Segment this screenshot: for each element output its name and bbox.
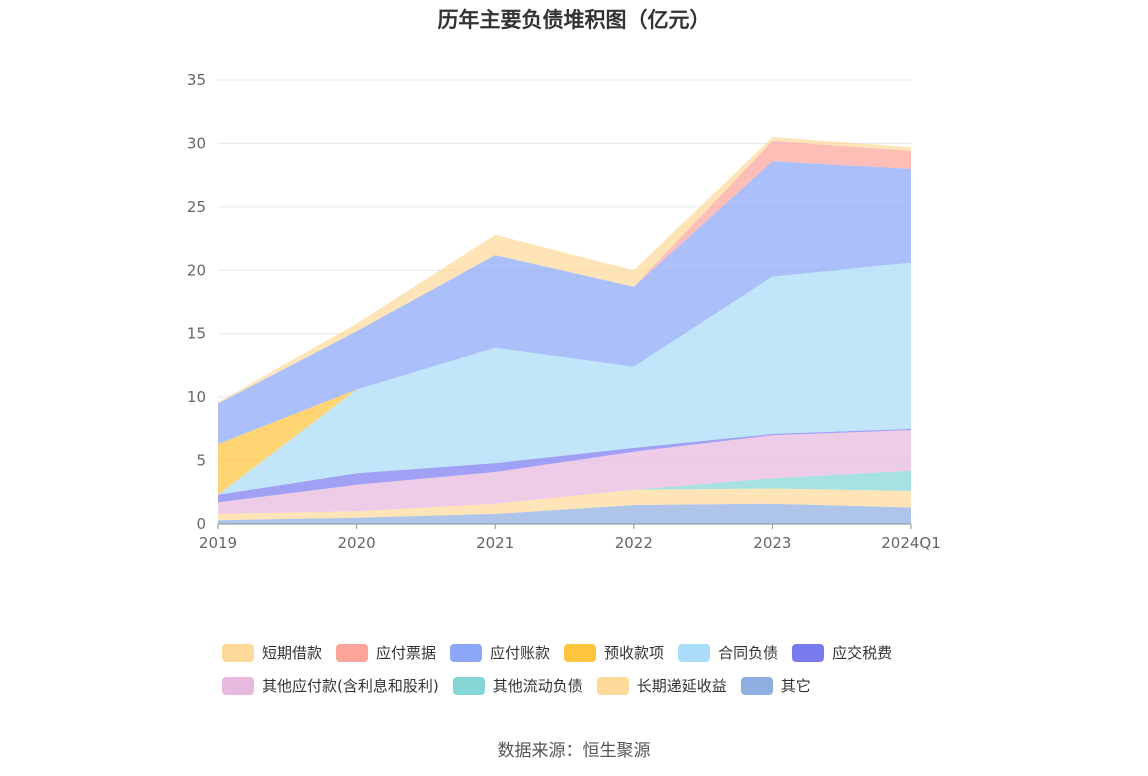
- area-series-1: [218, 488, 911, 521]
- y-tick-label: 10: [187, 388, 206, 406]
- area-series-5: [218, 262, 911, 495]
- source-note: 数据来源：恒生聚源: [497, 741, 651, 761]
- x-tick-label: 2022: [615, 534, 653, 552]
- legend-item[interactable]: 其他应付款(含利息和股利): [222, 675, 439, 696]
- stacked-area-chart: 0 5 10 15 20 25 30 35 2019 2020 2021 2022 2023 2024Q1: [187, 71, 941, 552]
- legend-label: 合同负债: [718, 644, 779, 662]
- area-series: [218, 137, 911, 524]
- area-series-9: [218, 137, 911, 404]
- y-tick-label: 35: [187, 71, 206, 89]
- legend-label: 其他流动负债: [492, 677, 583, 695]
- legend-swatch: [740, 676, 773, 695]
- legend-item[interactable]: 应付账款: [450, 642, 550, 663]
- legend-item[interactable]: 预收款项: [564, 642, 664, 663]
- legend-swatch: [678, 643, 711, 662]
- area-series-0: [218, 503, 911, 524]
- legend-label: 预收款项: [604, 644, 665, 662]
- x-tick-label: 2023: [753, 534, 791, 552]
- legend-item[interactable]: 长期递延收益: [596, 675, 727, 696]
- legend-swatch: [564, 643, 597, 662]
- x-tick-label: 2024Q1: [881, 534, 941, 552]
- x-tick-label: 2020: [338, 534, 376, 552]
- legend-swatch: [222, 643, 254, 662]
- legend-label: 长期递延收益: [636, 677, 727, 695]
- legend-item[interactable]: 其他流动负债: [452, 675, 583, 696]
- chart-title: 历年主要负债堆积图（亿元）: [437, 8, 711, 32]
- legend-item[interactable]: 应付票据: [336, 642, 436, 663]
- area-series-2: [218, 470, 911, 514]
- legend-label: 应交税费: [832, 644, 893, 662]
- x-tick-label: 2021: [476, 534, 514, 552]
- y-tick-label: 5: [196, 452, 206, 470]
- legend-item[interactable]: 短期借款: [222, 642, 322, 663]
- area-series-7: [218, 161, 911, 445]
- legend-item[interactable]: 应交税费: [792, 642, 892, 663]
- legend-swatch: [450, 643, 483, 662]
- legend-swatch: [452, 676, 485, 695]
- y-tick-label: 30: [187, 134, 206, 152]
- y-tick-label: 20: [187, 261, 206, 279]
- legend-label: 应付票据: [376, 644, 437, 662]
- legend-label: 其它: [780, 677, 811, 695]
- legend-swatch: [222, 676, 254, 695]
- legend-item[interactable]: 合同负债: [678, 642, 778, 663]
- area-series-3: [218, 430, 911, 514]
- axes: 0 5 10 15 20 25 30 35 2019 2020 2021 2022 2023 2024Q1: [187, 71, 941, 552]
- legend: 短期借款 应付票据 应付账款 预收款项 合同负债 应交税费其他应付款(含利息和股利) 其他流…: [222, 636, 982, 702]
- y-tick-label: 0: [196, 515, 206, 533]
- y-tick-label: 15: [187, 325, 206, 343]
- legend-swatch: [596, 676, 629, 695]
- legend-label: 其他应付款(含利息和股利): [262, 677, 439, 695]
- legend-swatch: [792, 643, 825, 662]
- legend-row: 短期借款 应付票据 应付账款 预收款项 合同负债 应交税费: [222, 636, 982, 669]
- legend-row: 其他应付款(含利息和股利) 其他流动负债 长期递延收益 其它: [222, 669, 982, 702]
- legend-swatch: [336, 643, 369, 662]
- legend-label: 短期借款: [262, 644, 323, 662]
- x-tick-label: 2019: [199, 534, 237, 552]
- y-tick-label: 25: [187, 198, 206, 216]
- legend-label: 应付账款: [490, 644, 551, 662]
- legend-item[interactable]: 其它: [740, 675, 811, 696]
